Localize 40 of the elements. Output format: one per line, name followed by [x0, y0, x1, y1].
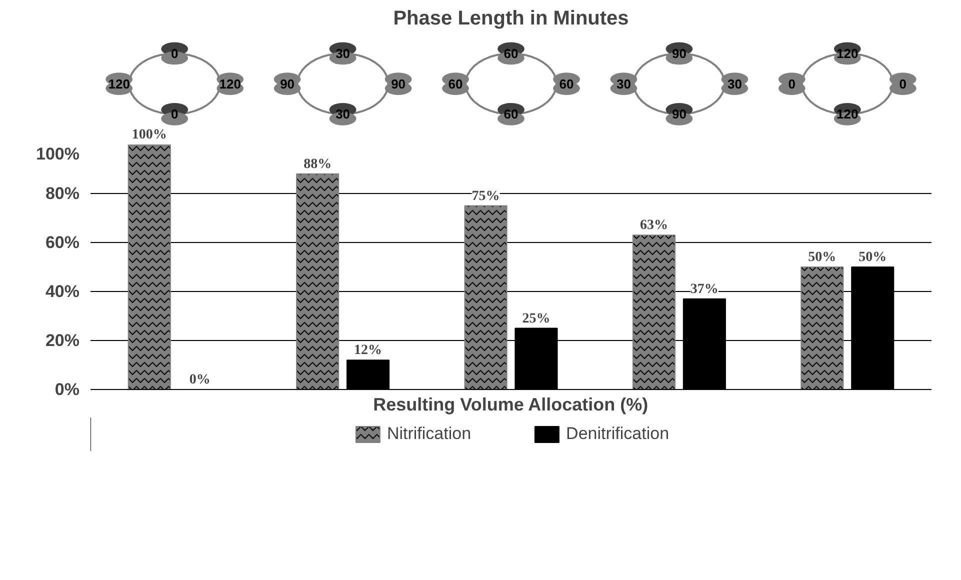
text: 0 — [899, 76, 907, 92]
data-label: 88% — [304, 156, 332, 172]
text: 60 — [504, 106, 518, 122]
data-label: 25% — [522, 311, 550, 326]
legend-label: Denitrification — [566, 424, 670, 444]
text: 30 — [336, 106, 350, 122]
text: 30 — [616, 76, 631, 92]
data-label: 50% — [858, 250, 887, 265]
y-tick-label: 0% — [54, 380, 80, 399]
text: 0 — [170, 106, 178, 122]
text: 90 — [672, 46, 686, 61]
y-tick-label: 80% — [45, 184, 80, 203]
text: 0 — [788, 76, 796, 92]
legend-label: Nitrification — [386, 424, 472, 444]
y-tick-label: 60% — [45, 233, 80, 252]
text: 90 — [672, 106, 686, 122]
text: 60 — [504, 46, 518, 61]
text: 30 — [336, 46, 350, 61]
data-label: 37% — [690, 282, 718, 297]
text: 0 — [170, 46, 178, 61]
data-label: 63% — [640, 218, 668, 234]
data-label: 50% — [808, 250, 836, 265]
data-label: 12% — [354, 343, 382, 358]
text: 60 — [559, 76, 574, 92]
x-axis-title: Resulting Volume Allocation (%) — [373, 394, 648, 414]
data-label: 75% — [472, 188, 500, 204]
text: 30 — [727, 76, 742, 92]
y-tick-label: 40% — [45, 282, 80, 301]
text: 120 — [219, 76, 241, 92]
y-tick-label: 20% — [45, 331, 80, 350]
data-label: 0% — [189, 372, 210, 388]
y-tick-label: 100% — [36, 144, 80, 164]
text: 120 — [108, 76, 130, 92]
data-label: 100% — [132, 128, 167, 142]
text: 90 — [280, 76, 295, 92]
text: 120 — [836, 46, 858, 61]
text: 120 — [836, 106, 858, 122]
text: 60 — [448, 76, 463, 92]
chart-title: Phase Length in Minutes — [393, 8, 629, 30]
text: 90 — [391, 76, 406, 92]
